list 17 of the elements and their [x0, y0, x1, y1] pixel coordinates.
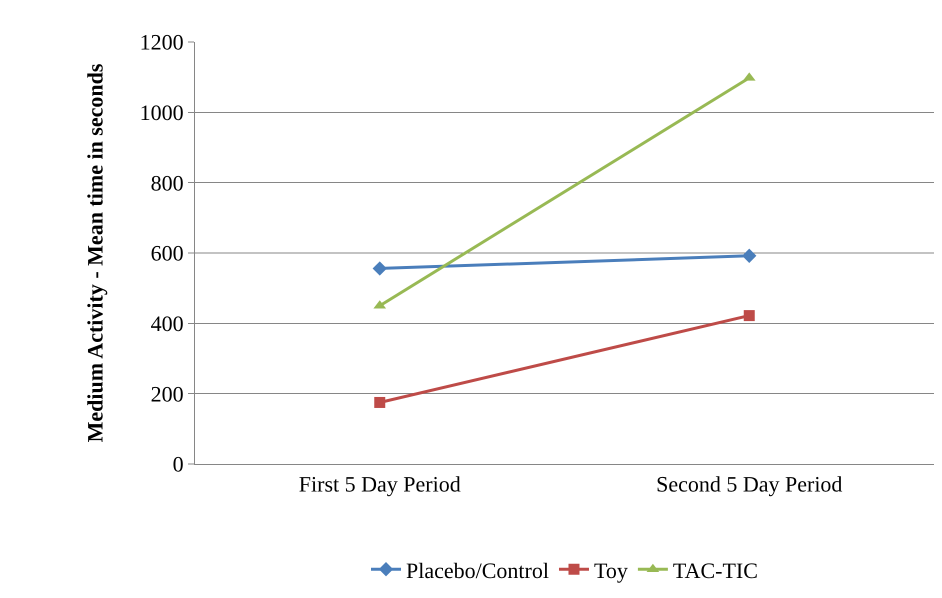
legend-label: Toy [594, 558, 628, 583]
x-tick-label: Second 5 Day Period [656, 471, 842, 496]
y-tick-label: 1000 [140, 100, 184, 126]
legend-label: Placebo/Control [406, 558, 549, 583]
legend-label: TAC-TIC [672, 558, 758, 583]
y-tick-label: 200 [150, 381, 184, 406]
y-axis-title: Medium Activity - Mean time in seconds [82, 63, 108, 442]
point [372, 261, 387, 276]
y-tick-label: 400 [150, 311, 184, 336]
point [374, 396, 386, 408]
x-tick-label: First 5 Day Period [298, 471, 461, 496]
y-tick-label: 600 [150, 240, 184, 266]
point [744, 310, 755, 322]
y-tick-label: 1200 [140, 30, 184, 55]
point [742, 248, 756, 263]
y-tick-label: 800 [150, 170, 184, 196]
y-tick-label: 0 [172, 452, 184, 477]
